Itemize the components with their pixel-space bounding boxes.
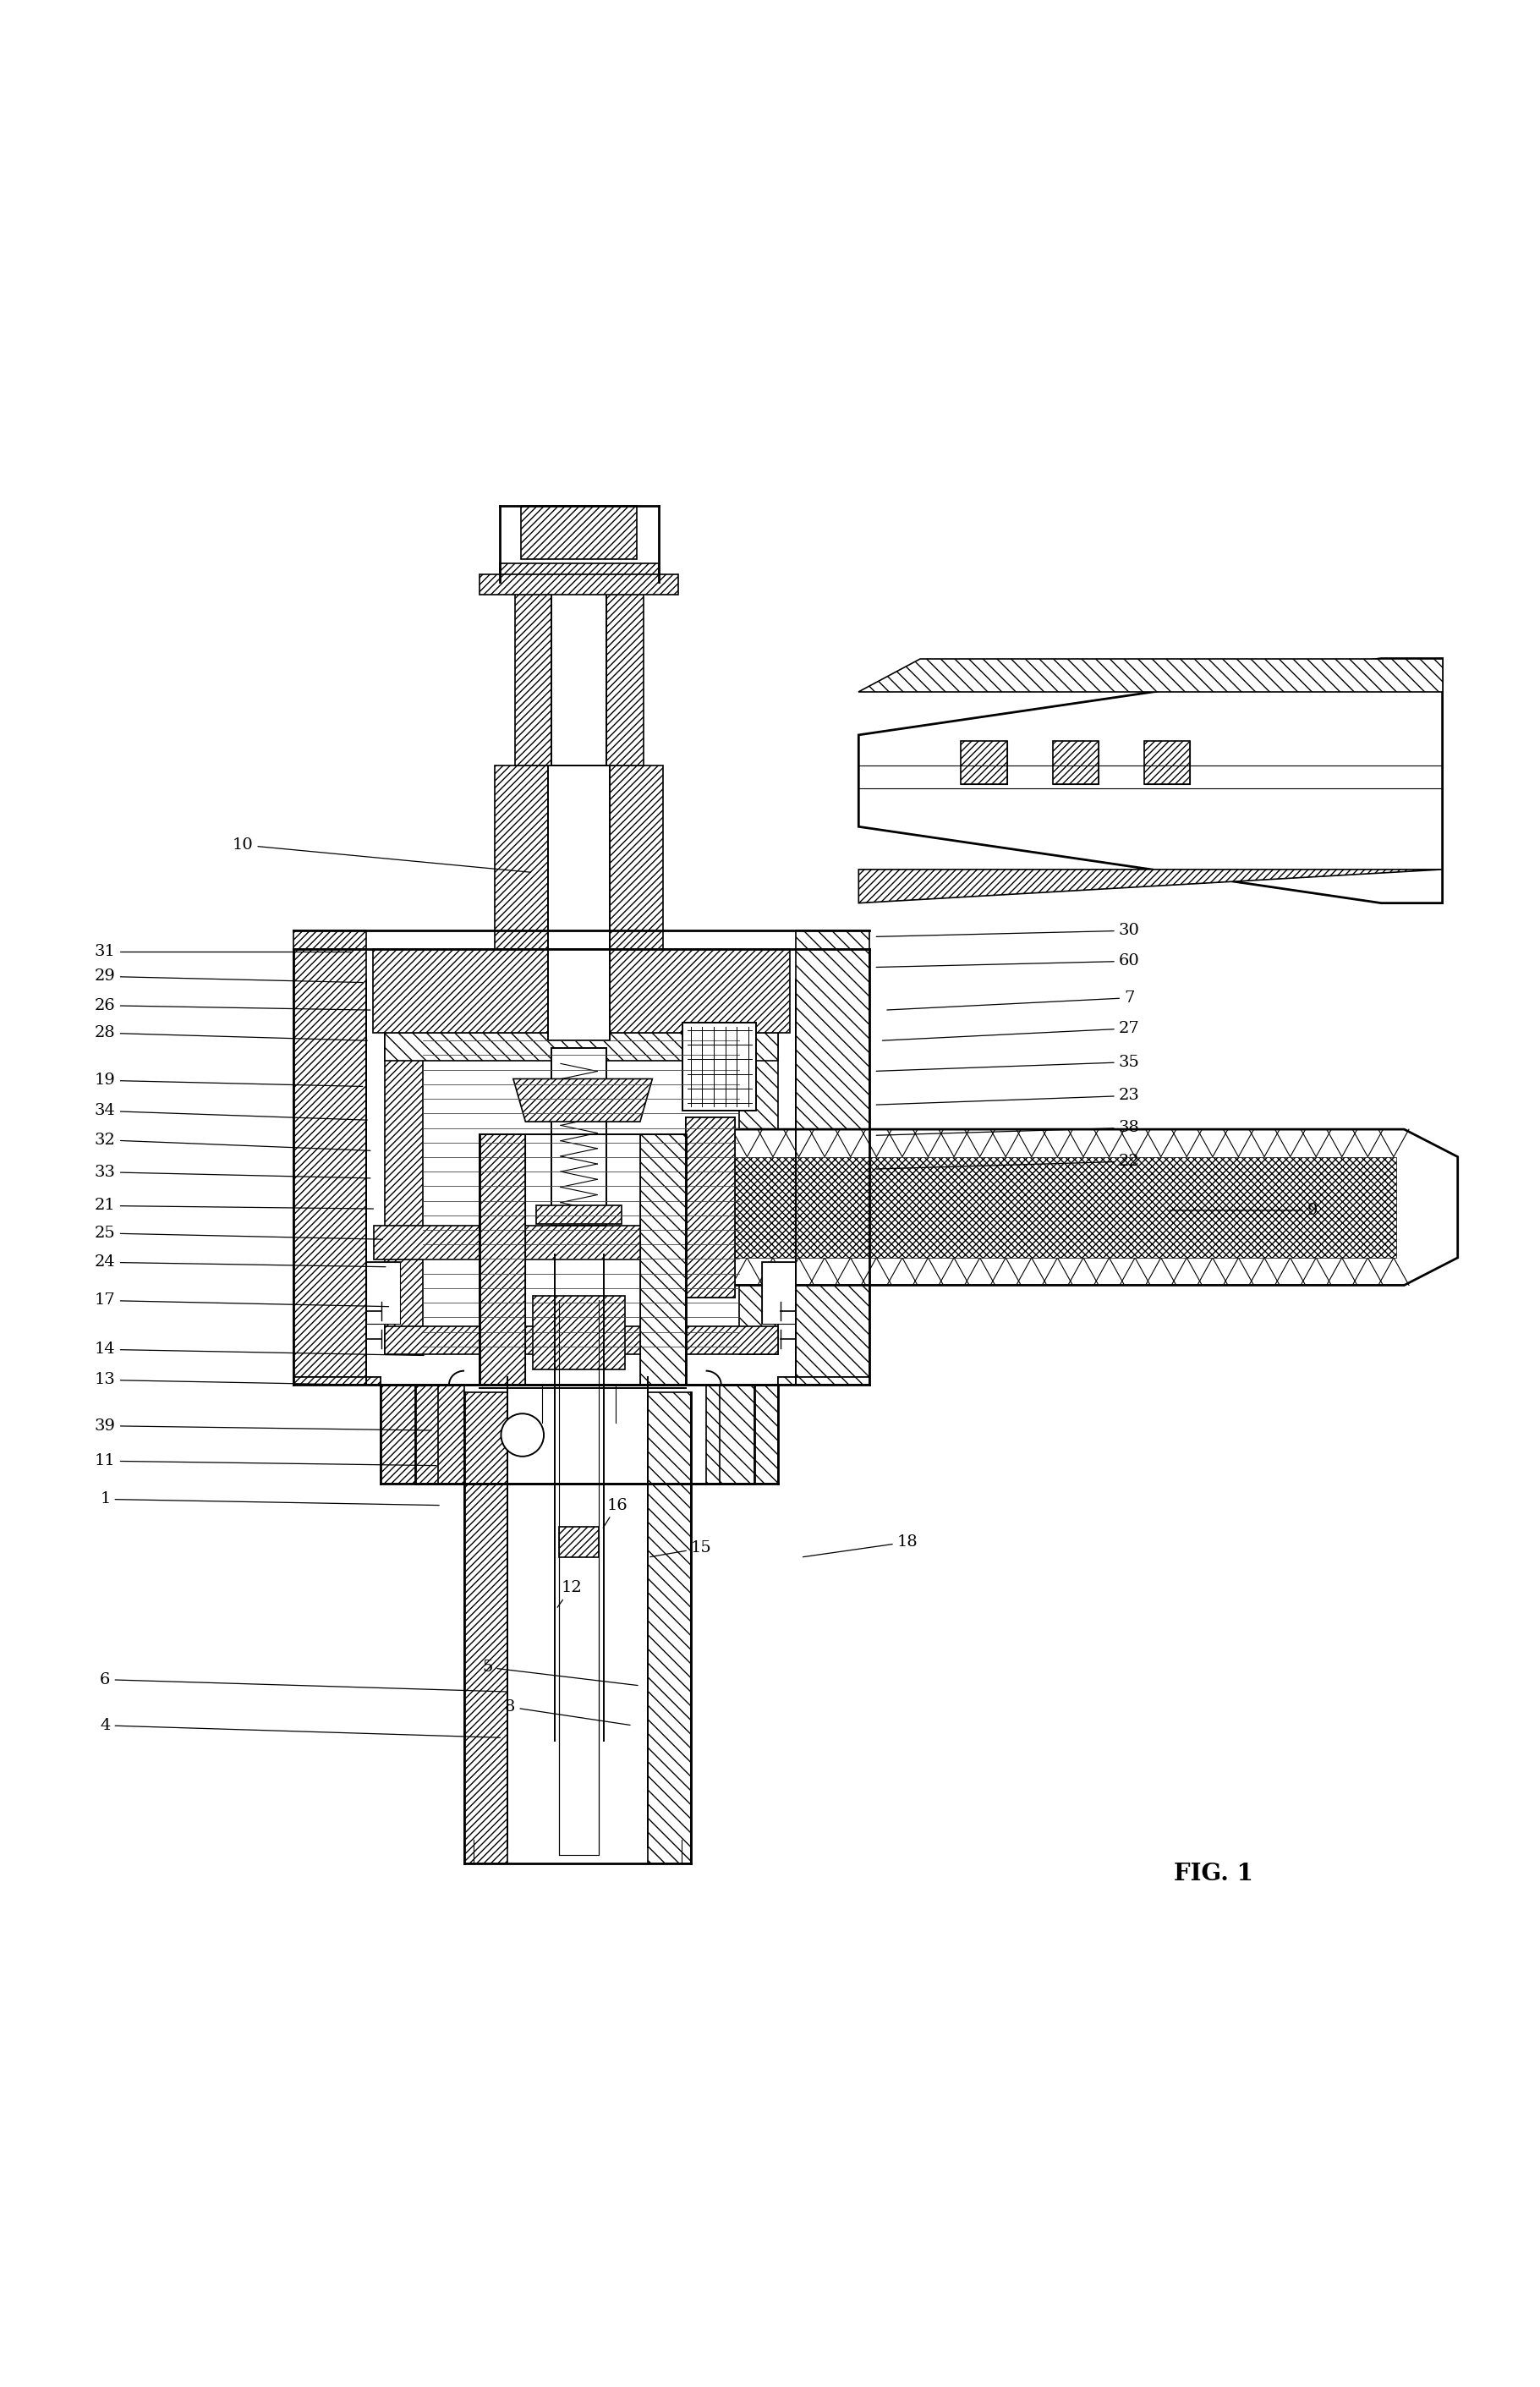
Text: 32: 32 xyxy=(94,1131,370,1151)
Text: 33: 33 xyxy=(94,1165,370,1179)
Polygon shape xyxy=(961,740,1007,783)
Text: 5: 5 xyxy=(482,1659,638,1685)
Text: 10: 10 xyxy=(233,838,531,871)
Polygon shape xyxy=(796,950,870,1384)
Text: 35: 35 xyxy=(876,1055,1140,1072)
Polygon shape xyxy=(705,1384,755,1485)
Text: 30: 30 xyxy=(876,924,1140,938)
Bar xyxy=(559,1535,599,1855)
Bar xyxy=(545,506,613,544)
Polygon shape xyxy=(385,1327,778,1353)
Polygon shape xyxy=(648,1392,690,1862)
Bar xyxy=(1053,740,1098,783)
Bar xyxy=(1144,740,1190,783)
Polygon shape xyxy=(293,1377,380,1384)
Text: 28: 28 xyxy=(95,1026,367,1041)
Text: 24: 24 xyxy=(95,1256,385,1270)
Polygon shape xyxy=(385,1034,778,1060)
Polygon shape xyxy=(1053,740,1098,783)
Polygon shape xyxy=(479,575,678,594)
Text: 22: 22 xyxy=(876,1153,1140,1170)
Polygon shape xyxy=(859,659,1443,692)
Circle shape xyxy=(501,1413,544,1456)
Polygon shape xyxy=(293,1377,380,1384)
Text: 7: 7 xyxy=(887,991,1135,1010)
Polygon shape xyxy=(685,1117,735,1299)
Text: 29: 29 xyxy=(94,969,362,983)
Polygon shape xyxy=(708,1158,1397,1258)
Polygon shape xyxy=(521,506,638,559)
Polygon shape xyxy=(465,1392,507,1862)
Text: 15: 15 xyxy=(650,1540,711,1556)
Polygon shape xyxy=(719,1384,778,1485)
Polygon shape xyxy=(641,1134,685,1384)
Text: 27: 27 xyxy=(882,1022,1140,1041)
Text: 16: 16 xyxy=(604,1497,628,1528)
Text: 25: 25 xyxy=(95,1225,382,1241)
Polygon shape xyxy=(559,1528,599,1556)
Polygon shape xyxy=(513,1079,653,1122)
Text: 18: 18 xyxy=(802,1535,918,1556)
Bar xyxy=(762,1263,796,1322)
Polygon shape xyxy=(701,1129,1458,1284)
Polygon shape xyxy=(416,1384,465,1485)
Polygon shape xyxy=(293,931,367,950)
Polygon shape xyxy=(374,1225,788,1260)
Polygon shape xyxy=(551,582,607,766)
Text: 6: 6 xyxy=(100,1671,508,1692)
Polygon shape xyxy=(859,659,1443,902)
Polygon shape xyxy=(548,933,610,1041)
Text: 1: 1 xyxy=(100,1492,439,1506)
Text: 34: 34 xyxy=(94,1103,367,1120)
Text: 9: 9 xyxy=(1170,1203,1318,1217)
Text: 60: 60 xyxy=(876,952,1140,969)
Text: 17: 17 xyxy=(95,1294,388,1308)
Polygon shape xyxy=(778,1377,870,1384)
Polygon shape xyxy=(739,1034,778,1353)
Text: 4: 4 xyxy=(100,1719,501,1738)
Polygon shape xyxy=(380,1384,439,1485)
Polygon shape xyxy=(778,1377,870,1384)
Bar xyxy=(961,740,1007,783)
Text: 12: 12 xyxy=(557,1580,582,1606)
Polygon shape xyxy=(494,766,664,950)
Polygon shape xyxy=(373,950,790,1034)
Bar xyxy=(551,1048,607,1225)
Bar xyxy=(588,506,607,539)
Polygon shape xyxy=(859,869,1443,902)
Polygon shape xyxy=(533,1296,625,1370)
Text: 21: 21 xyxy=(95,1198,373,1213)
Text: 8: 8 xyxy=(505,1700,630,1726)
Bar xyxy=(367,1263,400,1322)
Text: 38: 38 xyxy=(876,1120,1140,1136)
Polygon shape xyxy=(385,1034,424,1353)
Text: 11: 11 xyxy=(95,1454,436,1468)
Bar xyxy=(682,1022,756,1110)
Polygon shape xyxy=(293,950,367,1384)
Bar xyxy=(551,506,570,539)
Polygon shape xyxy=(514,582,644,766)
Polygon shape xyxy=(548,766,610,950)
Text: FIG. 1: FIG. 1 xyxy=(1173,1862,1254,1886)
Polygon shape xyxy=(479,1134,525,1384)
Text: 31: 31 xyxy=(94,945,353,960)
Polygon shape xyxy=(367,1263,400,1322)
Text: 13: 13 xyxy=(94,1373,424,1387)
Text: 14: 14 xyxy=(95,1341,424,1358)
Polygon shape xyxy=(499,563,659,582)
Text: 26: 26 xyxy=(95,998,370,1012)
Polygon shape xyxy=(685,1117,735,1299)
Polygon shape xyxy=(762,1263,796,1322)
Polygon shape xyxy=(796,931,870,950)
Polygon shape xyxy=(1144,740,1190,783)
Text: 19: 19 xyxy=(94,1072,362,1088)
Text: 39: 39 xyxy=(94,1418,431,1435)
Text: 23: 23 xyxy=(876,1088,1140,1105)
Polygon shape xyxy=(536,1205,622,1225)
